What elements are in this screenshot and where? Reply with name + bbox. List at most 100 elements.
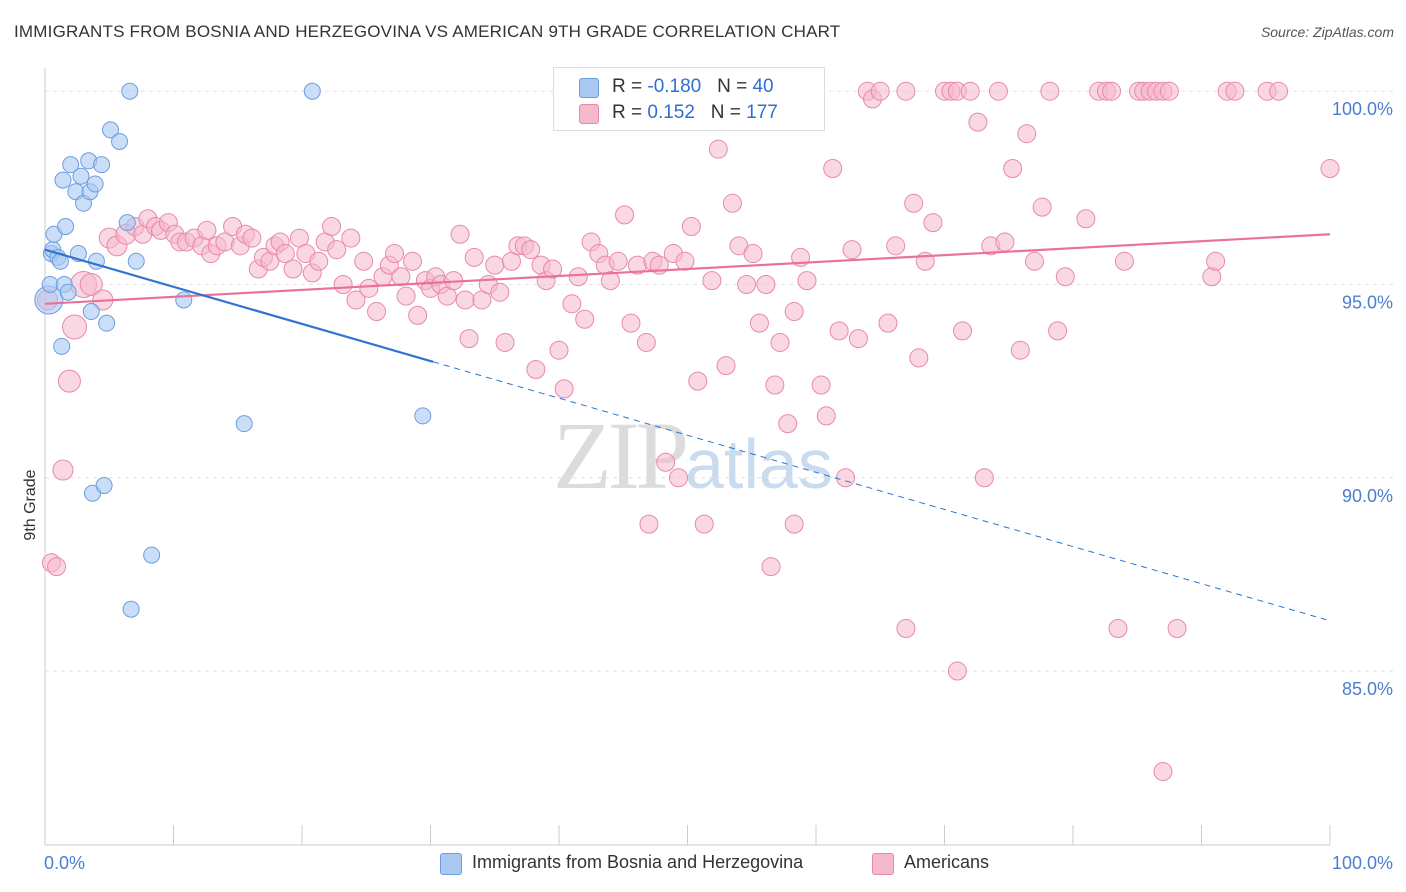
legend: R = -0.180 N = 40 R = 0.152 N = 177 xyxy=(553,67,825,131)
americans-point xyxy=(562,294,582,314)
bosnia-point xyxy=(175,291,193,309)
americans-point xyxy=(1040,81,1060,101)
americans-point xyxy=(636,332,656,352)
trend-lines xyxy=(44,233,1331,622)
americans-point xyxy=(79,272,103,296)
americans-point xyxy=(909,348,929,368)
americans-point xyxy=(1225,81,1245,101)
americans-point xyxy=(1167,619,1187,639)
americans-point xyxy=(995,232,1015,252)
americans-point xyxy=(639,514,659,534)
americans-point xyxy=(797,271,817,291)
americans-point xyxy=(1114,251,1134,271)
americans-point xyxy=(543,259,563,279)
americans-point xyxy=(811,375,831,395)
bosnia-point xyxy=(98,314,116,332)
americans-point xyxy=(1017,124,1037,144)
bosnia-point xyxy=(57,217,75,235)
americans-point xyxy=(974,468,994,488)
x-tick-label: 0.0% xyxy=(44,853,85,873)
y-tick-label: 90.0% xyxy=(1342,486,1393,506)
americans-point xyxy=(554,379,574,399)
americans-point xyxy=(333,274,353,294)
americans-point xyxy=(896,81,916,101)
americans-point xyxy=(403,251,423,271)
americans-point xyxy=(391,267,411,287)
americans-point xyxy=(549,340,569,360)
americans-point xyxy=(575,309,595,329)
americans-point xyxy=(1206,251,1226,271)
legend-text-bosnia: R = -0.180 N = 40 xyxy=(612,76,774,98)
legend-n-value: 177 xyxy=(746,102,778,123)
americans-point xyxy=(765,375,785,395)
bosnia-point xyxy=(235,415,253,433)
bosnia-point xyxy=(82,303,100,321)
bosnia-points xyxy=(34,82,432,618)
americans-point xyxy=(784,302,804,322)
americans-point xyxy=(681,216,701,236)
legend-row-americans: R = 0.152 N = 177 xyxy=(554,102,824,128)
americans-point xyxy=(770,332,790,352)
americans-point xyxy=(385,244,405,264)
americans-point xyxy=(743,244,763,264)
americans-point xyxy=(615,205,635,225)
bosnia-point xyxy=(303,82,321,100)
americans-point xyxy=(896,619,916,639)
americans-point xyxy=(988,81,1008,101)
axes xyxy=(44,68,1331,846)
bottom-legend-swatch-bosnia xyxy=(440,853,462,875)
americans-point xyxy=(396,286,416,306)
americans-point xyxy=(722,193,742,213)
americans-point xyxy=(485,255,505,275)
americans-point xyxy=(459,329,479,349)
americans-point xyxy=(359,278,379,298)
legend-n-label: N = xyxy=(710,102,747,123)
americans-point xyxy=(669,468,689,488)
americans-point xyxy=(1032,197,1052,217)
americans-point xyxy=(702,271,722,291)
americans-point xyxy=(47,557,67,577)
americans-point xyxy=(1159,81,1179,101)
americans-point xyxy=(960,81,980,101)
americans-point xyxy=(495,332,515,352)
bosnia-point xyxy=(93,156,111,174)
americans-point xyxy=(309,251,329,271)
americans-point xyxy=(675,251,695,271)
americans-point xyxy=(62,314,88,340)
americans-point xyxy=(341,228,361,248)
bosnia-point xyxy=(86,175,104,193)
americans-point xyxy=(490,282,510,302)
americans-point xyxy=(968,112,988,132)
americans-point xyxy=(737,274,757,294)
y-tick-label: 95.0% xyxy=(1342,292,1393,312)
tick-labels: 100.0% 95.0% 90.0% 85.0% 0.0% 100.0% xyxy=(44,99,1393,873)
americans-point xyxy=(275,244,295,264)
bosnia-trend-extension xyxy=(432,361,1331,622)
legend-row-bosnia: R = -0.180 N = 40 xyxy=(554,76,824,102)
bosnia-point xyxy=(122,600,140,618)
americans-point xyxy=(886,236,906,256)
grid-lines xyxy=(45,90,1395,672)
source-credit: Source: ZipAtlas.com xyxy=(1260,24,1394,40)
americans-point xyxy=(778,414,798,434)
bosnia-point xyxy=(121,82,139,100)
americans-point xyxy=(1024,251,1044,271)
americans-point xyxy=(904,193,924,213)
legend-text-americans: R = 0.152 N = 177 xyxy=(612,102,778,124)
americans-point xyxy=(608,251,628,271)
americans-point xyxy=(346,290,366,310)
bosnia-point xyxy=(53,337,71,355)
americans-point xyxy=(197,220,217,240)
americans-point xyxy=(1102,81,1122,101)
americans-point xyxy=(756,274,776,294)
americans-point xyxy=(408,305,428,325)
legend-r-label: R = xyxy=(612,102,648,123)
americans-point xyxy=(923,213,943,233)
americans-point xyxy=(621,313,641,333)
americans-point xyxy=(870,81,890,101)
americans-point xyxy=(1048,321,1068,341)
americans-point xyxy=(1269,81,1289,101)
americans-point xyxy=(1010,340,1030,360)
legend-n-label: N = xyxy=(717,76,753,97)
americans-point xyxy=(367,302,387,322)
